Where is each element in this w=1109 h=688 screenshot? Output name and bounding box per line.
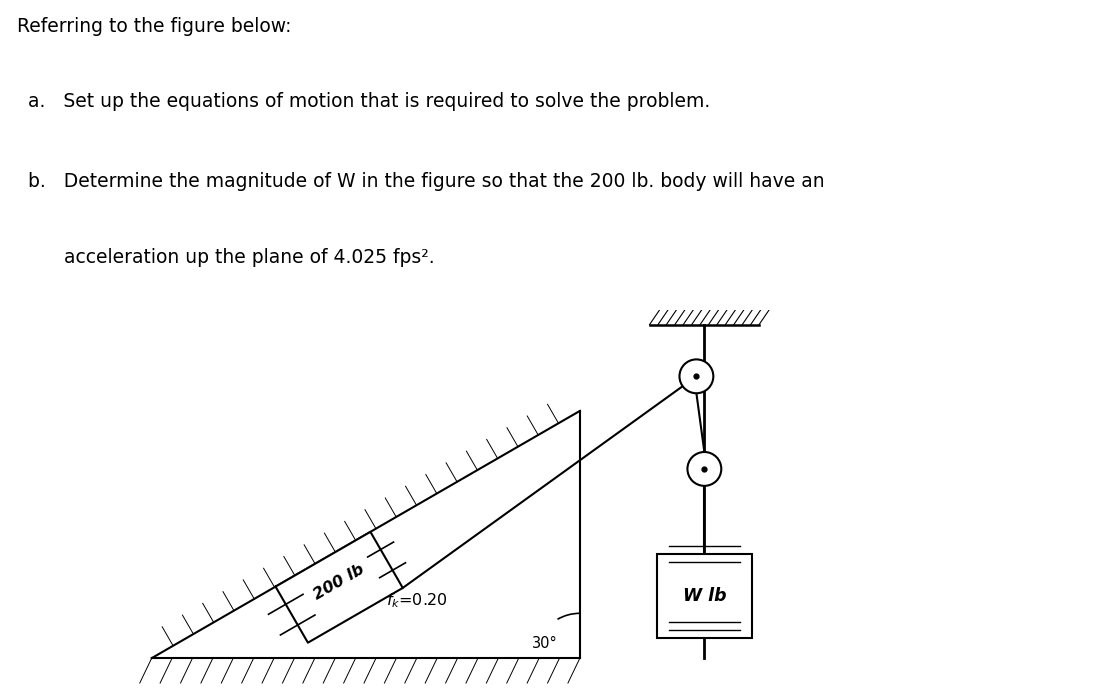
Text: 30°: 30° bbox=[532, 636, 558, 651]
Circle shape bbox=[688, 452, 721, 486]
Circle shape bbox=[680, 359, 713, 394]
Text: W lb: W lb bbox=[682, 587, 726, 605]
Text: b.   Determine the magnitude of W in the figure so that the 200 lb. body will ha: b. Determine the magnitude of W in the f… bbox=[28, 172, 824, 191]
Bar bbox=[657, 554, 752, 638]
Text: 200 lb: 200 lb bbox=[312, 562, 367, 603]
Text: a.   Set up the equations of motion that is required to solve the problem.: a. Set up the equations of motion that i… bbox=[28, 92, 710, 111]
Text: $f_k$=0.20: $f_k$=0.20 bbox=[386, 592, 447, 610]
Polygon shape bbox=[275, 532, 403, 643]
Text: acceleration up the plane of 4.025 fps².: acceleration up the plane of 4.025 fps². bbox=[28, 248, 435, 267]
Text: Referring to the figure below:: Referring to the figure below: bbox=[17, 17, 291, 36]
